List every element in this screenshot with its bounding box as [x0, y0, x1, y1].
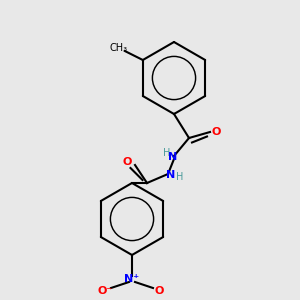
Text: O⁻: O⁻ [98, 286, 112, 296]
Text: O: O [123, 157, 132, 167]
Text: O: O [154, 286, 164, 296]
Text: H: H [176, 172, 184, 182]
Text: O: O [211, 127, 221, 137]
Text: CH₃: CH₃ [110, 43, 128, 53]
Text: N: N [167, 170, 176, 181]
Text: N⁺: N⁺ [124, 274, 140, 284]
Text: H: H [163, 148, 170, 158]
Text: N: N [168, 152, 177, 163]
